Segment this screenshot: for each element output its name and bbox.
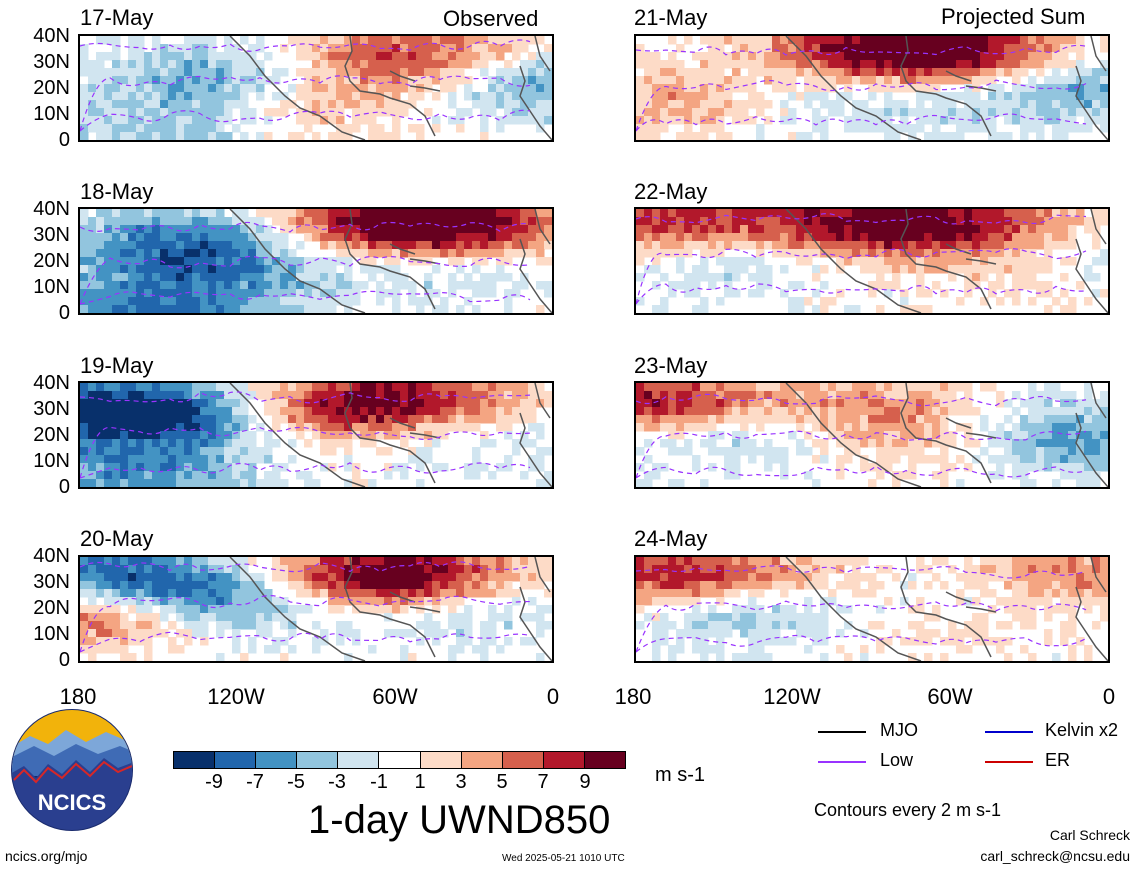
colorbar bbox=[173, 751, 626, 769]
map-projected-3 bbox=[634, 555, 1110, 663]
date-label-left-0: 17-May bbox=[80, 5, 154, 30]
legend-label-kelvin: Kelvin x2 bbox=[1045, 720, 1119, 740]
ncics-logo-text: NCICS bbox=[38, 790, 106, 815]
map-observed-3 bbox=[78, 555, 554, 663]
footer-timestamp: Wed 2025-05-21 1010 UTC bbox=[502, 853, 625, 864]
map-observed-0 bbox=[78, 34, 554, 142]
legend-line-er bbox=[985, 761, 1033, 763]
date-label-right-3: 24-May bbox=[634, 526, 708, 551]
colorbar-segment bbox=[338, 752, 380, 768]
colorbar-segment bbox=[584, 752, 626, 768]
date-label-left-3: 20-May bbox=[80, 526, 154, 551]
colorbar-segment bbox=[215, 752, 257, 768]
date-label-left-2: 19-May bbox=[80, 353, 154, 378]
footer-author: Carl Schreck bbox=[1049, 827, 1130, 843]
colorbar-segment bbox=[174, 752, 216, 768]
legend-label-low: Low bbox=[880, 750, 914, 770]
footer-email[interactable]: carl_schreck@ncsu.edu bbox=[980, 848, 1130, 864]
projected-sum-title: Projected Sum bbox=[941, 4, 1086, 29]
colorbar-segment bbox=[379, 752, 421, 768]
observed-title: Observed bbox=[443, 6, 539, 31]
legend-line-kelvin bbox=[985, 731, 1033, 733]
colorbar-segment bbox=[297, 752, 339, 768]
legend-line-low bbox=[818, 761, 866, 763]
date-label-left-1: 18-May bbox=[80, 179, 154, 204]
footer-url[interactable]: ncics.org/mjo bbox=[5, 848, 88, 864]
legend-line-mjo bbox=[818, 731, 866, 733]
contours-note: Contours every 2 m s-1 bbox=[814, 800, 1002, 820]
ncics-logo: NCICS bbox=[10, 708, 134, 832]
date-label-right-2: 23-May bbox=[634, 353, 708, 378]
colorbar-segment bbox=[543, 752, 585, 768]
map-observed-1 bbox=[78, 207, 554, 315]
date-label-right-0: 21-May bbox=[634, 5, 708, 30]
legend-label-mjo: MJO bbox=[880, 720, 918, 740]
map-projected-2 bbox=[634, 381, 1110, 489]
colorbar-units: m s-1 bbox=[655, 764, 705, 786]
map-observed-2 bbox=[78, 381, 554, 489]
colorbar-segment bbox=[420, 752, 462, 768]
legend-label-er: ER bbox=[1045, 750, 1071, 770]
colorbar-segment bbox=[461, 752, 503, 768]
plot-title: 1-day UWND850 bbox=[308, 798, 611, 842]
map-projected-1 bbox=[634, 207, 1110, 315]
colorbar-segment bbox=[256, 752, 298, 768]
date-label-right-1: 22-May bbox=[634, 179, 708, 204]
colorbar-segment bbox=[502, 752, 544, 768]
map-projected-0 bbox=[634, 34, 1110, 142]
